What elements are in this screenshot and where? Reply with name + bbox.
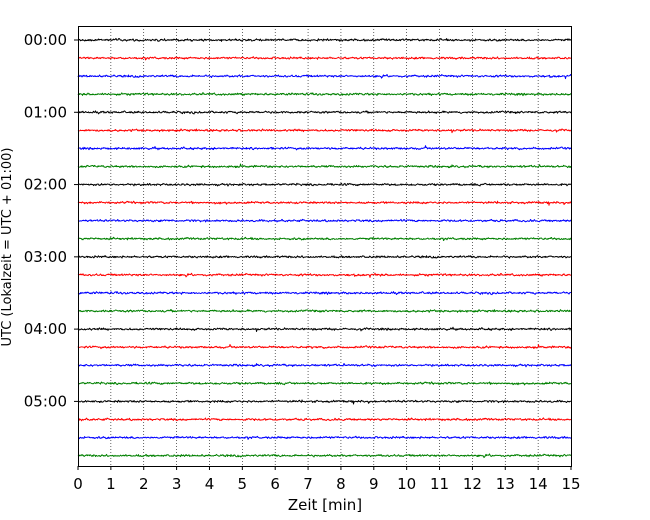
x-tick-label: 15 [561, 475, 580, 493]
x-tick-label: 8 [336, 475, 346, 493]
grid-lines [110, 26, 539, 466]
trace-0200 [77, 182, 572, 187]
trace-0400 [77, 326, 572, 332]
x-tick-label: 14 [529, 475, 548, 493]
x-tick-label: 6 [270, 475, 280, 493]
trace-0545 [77, 453, 572, 459]
trace-0015 [77, 56, 572, 61]
x-tick-label: 7 [303, 475, 313, 493]
x-tick-label: 11 [430, 475, 449, 493]
x-tick-label: 5 [238, 475, 248, 493]
y-axis-label: UTC (Lokalzeit = UTC + 01:00) [0, 148, 15, 347]
y-tick-label: 05:00 [24, 392, 67, 410]
trace-0000 [77, 37, 572, 42]
trace-0315 [77, 272, 572, 278]
x-tick-label: 4 [205, 475, 215, 493]
trace-0430 [77, 362, 572, 368]
x-tick-label: 0 [73, 475, 83, 493]
trace-0515 [77, 417, 572, 422]
y-tick-label: 01:00 [24, 103, 67, 121]
x-axis-label: Zeit [min] [288, 496, 362, 514]
x-tick-label: 2 [139, 475, 149, 493]
trace-0345 [77, 309, 572, 313]
trace-0215 [77, 200, 572, 206]
x-tick-label: 3 [172, 475, 182, 493]
trace-0100 [77, 110, 572, 115]
x-axis-ticks: 0 1 2 3 4 5 6 7 8 9 10 11 12 13 14 15 [73, 466, 581, 493]
trace-0330 [77, 291, 572, 296]
trace-0245 [77, 236, 572, 242]
x-tick-label: 10 [397, 475, 416, 493]
trace-0500 [77, 399, 572, 405]
y-tick-label: 02:00 [24, 176, 67, 194]
trace-0530 [77, 435, 572, 440]
trace-0415 [77, 343, 572, 350]
traces [77, 37, 572, 459]
trace-0300 [77, 255, 572, 259]
trace-0130 [77, 145, 572, 151]
trace-0045 [77, 92, 572, 97]
trace-0145 [77, 163, 572, 169]
plot-frame [78, 26, 572, 467]
x-tick-label: 12 [463, 475, 482, 493]
x-tick-label: 13 [496, 475, 515, 493]
x-tick-label: 1 [106, 475, 116, 493]
y-tick-label: 04:00 [24, 320, 67, 338]
trace-0030 [77, 73, 572, 80]
trace-0445 [77, 381, 572, 386]
trace-0230 [77, 218, 572, 223]
trace-0115 [77, 128, 572, 134]
y-tick-label: 00:00 [24, 31, 67, 49]
x-tick-label: 9 [369, 475, 379, 493]
y-tick-label: 03:00 [24, 248, 67, 266]
y-axis-ticks: 00:00 01:00 02:00 03:00 04:00 05:00 [24, 31, 78, 410]
